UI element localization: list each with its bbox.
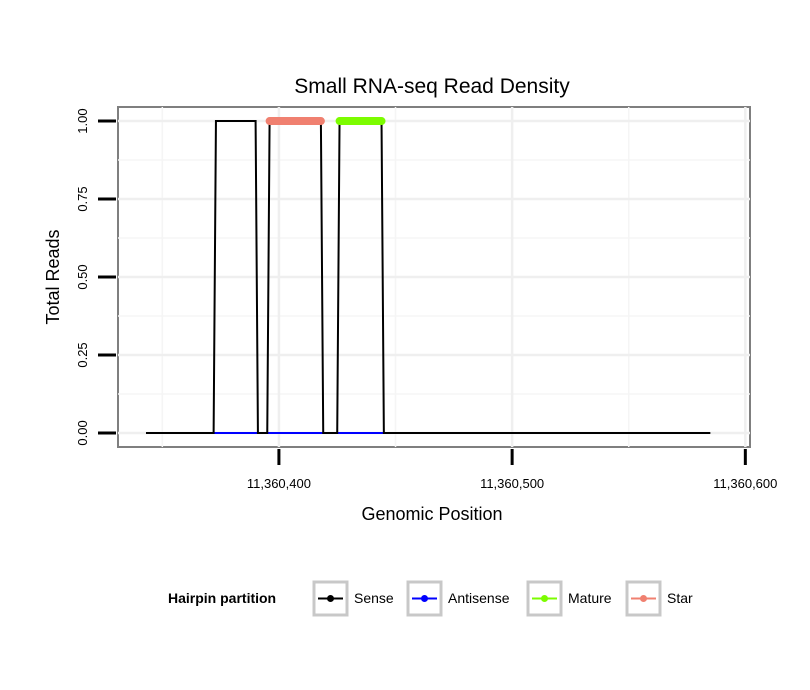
legend-dot-antisense <box>421 595 428 602</box>
legend-label-star: Star <box>667 590 693 606</box>
legend-dot-star <box>640 595 647 602</box>
legend-dot-mature <box>541 595 548 602</box>
legend-label-antisense: Antisense <box>448 590 510 606</box>
y-tick-label: 1.00 <box>75 108 90 133</box>
y-tick-label: 0.50 <box>75 264 90 289</box>
legend-title: Hairpin partition <box>168 590 276 606</box>
y-tick-label: 0.25 <box>75 342 90 367</box>
plot-panel <box>117 106 751 448</box>
series-layer <box>145 117 711 434</box>
x-axis-label: Genomic Position <box>361 504 502 524</box>
x-tick-label: 11,360,600 <box>713 476 777 491</box>
legend-label-mature: Mature <box>568 590 612 606</box>
y-axis-label: Total Reads <box>43 229 63 324</box>
x-tick-label: 11,360,500 <box>480 476 544 491</box>
grid <box>118 107 750 447</box>
chart-title: Small RNA-seq Read Density <box>294 75 570 98</box>
x-tick-label: 11,360,400 <box>247 476 311 491</box>
y-tick-label: 0.00 <box>75 420 90 445</box>
legend: Hairpin partition Sense Antisense Mature St… <box>168 580 693 617</box>
legend-label-sense: Sense <box>354 590 394 606</box>
y-axis: 0.00 0.25 0.50 0.75 1.00 <box>75 108 116 446</box>
legend-dot-sense <box>327 595 334 602</box>
y-tick-label: 0.75 <box>75 186 90 211</box>
x-axis: 11,360,400 11,360,500 11,360,600 <box>247 449 777 491</box>
legend-items: Sense Antisense Mature Star <box>312 580 693 617</box>
